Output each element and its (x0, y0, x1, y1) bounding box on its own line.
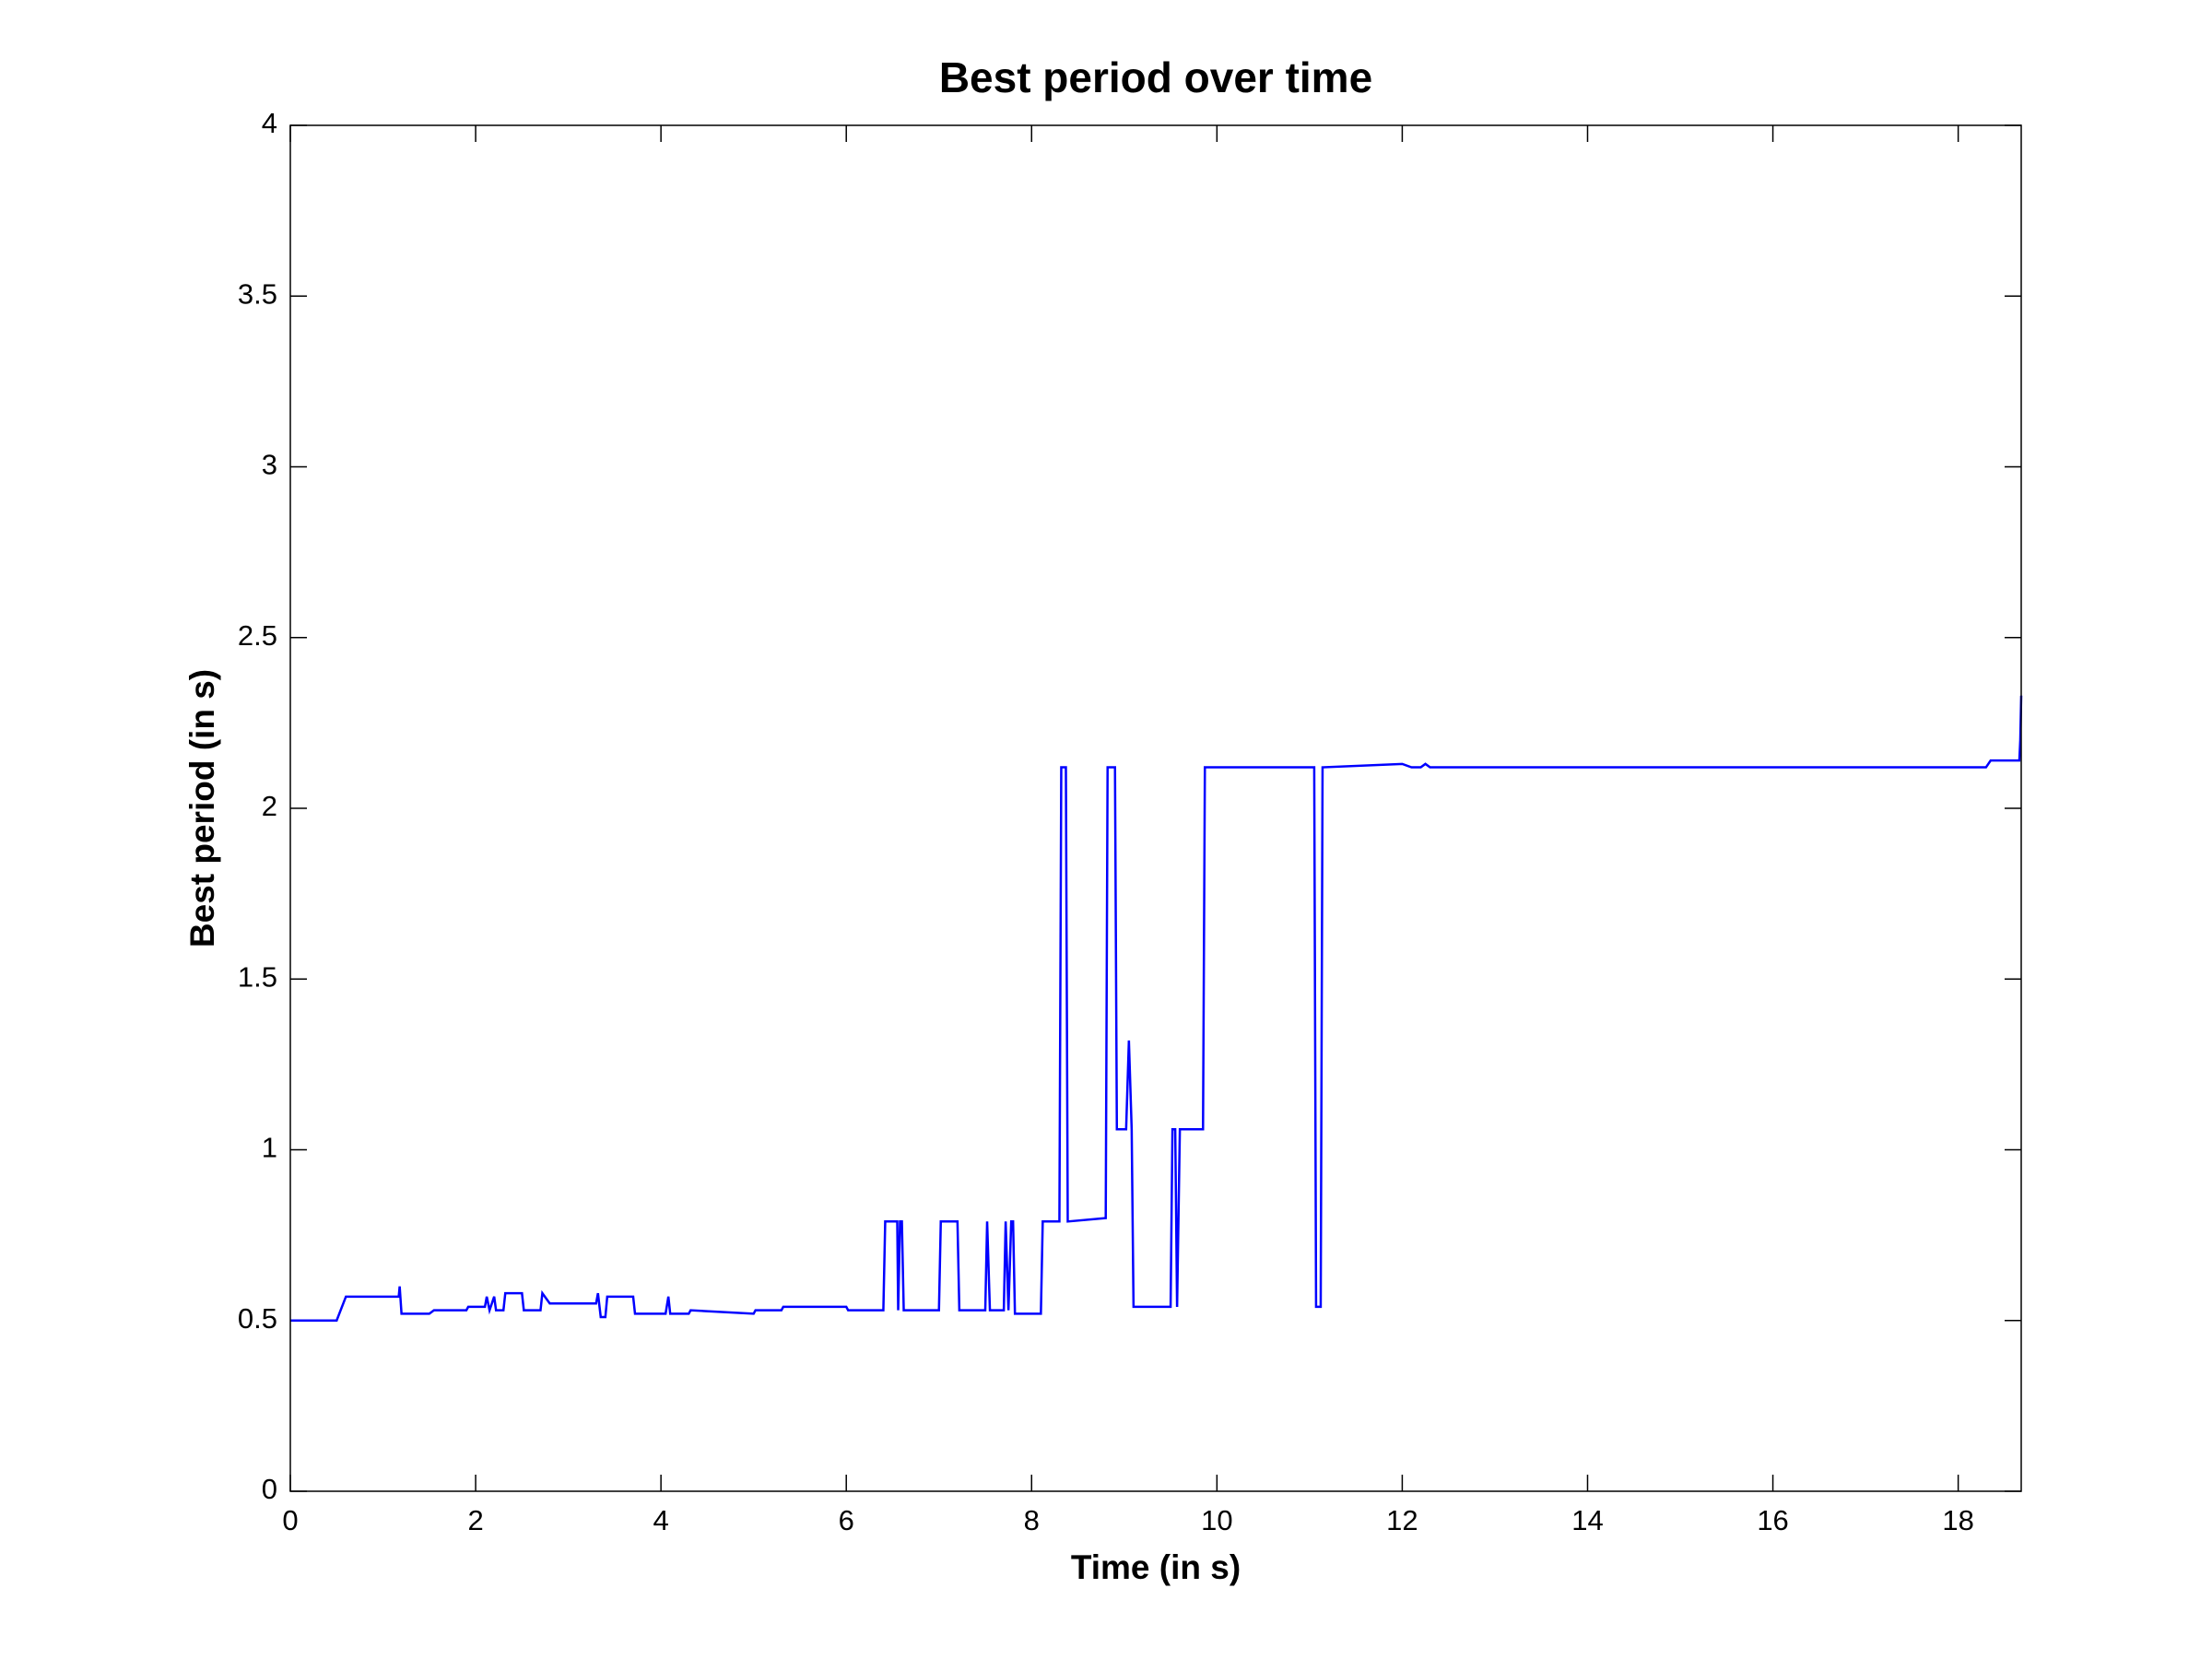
x-tick-label: 12 (1386, 1504, 1418, 1536)
x-tick-label: 2 (467, 1504, 483, 1536)
x-tick-label: 0 (282, 1504, 298, 1536)
x-tick-label: 8 (1024, 1504, 1040, 1536)
x-tick-label: 14 (1571, 1504, 1603, 1536)
x-tick-label: 16 (1757, 1504, 1788, 1536)
y-tick-label: 0 (262, 1473, 277, 1505)
y-tick-label: 3 (262, 449, 277, 481)
chart-title: Best period over time (939, 53, 1372, 101)
x-tick-label: 10 (1201, 1504, 1232, 1536)
y-tick-label: 1.5 (238, 960, 277, 993)
data-line (290, 695, 2023, 1322)
y-tick-label: 2 (262, 790, 277, 822)
y-tick-label: 4 (262, 107, 277, 139)
y-tick-label: 1 (262, 1132, 277, 1164)
y-tick-label: 3.5 (238, 277, 277, 310)
y-axis-label: Best period (in s) (183, 669, 221, 947)
x-axis-label: Time (in s) (1071, 1548, 1241, 1586)
y-tick-label: 2.5 (238, 619, 277, 652)
x-tick-label: 18 (1942, 1504, 1973, 1536)
x-tick-label: 6 (839, 1504, 854, 1536)
y-tick-label: 0.5 (238, 1302, 277, 1335)
plot-frame (289, 124, 2022, 1492)
x-tick-label: 4 (653, 1504, 669, 1536)
